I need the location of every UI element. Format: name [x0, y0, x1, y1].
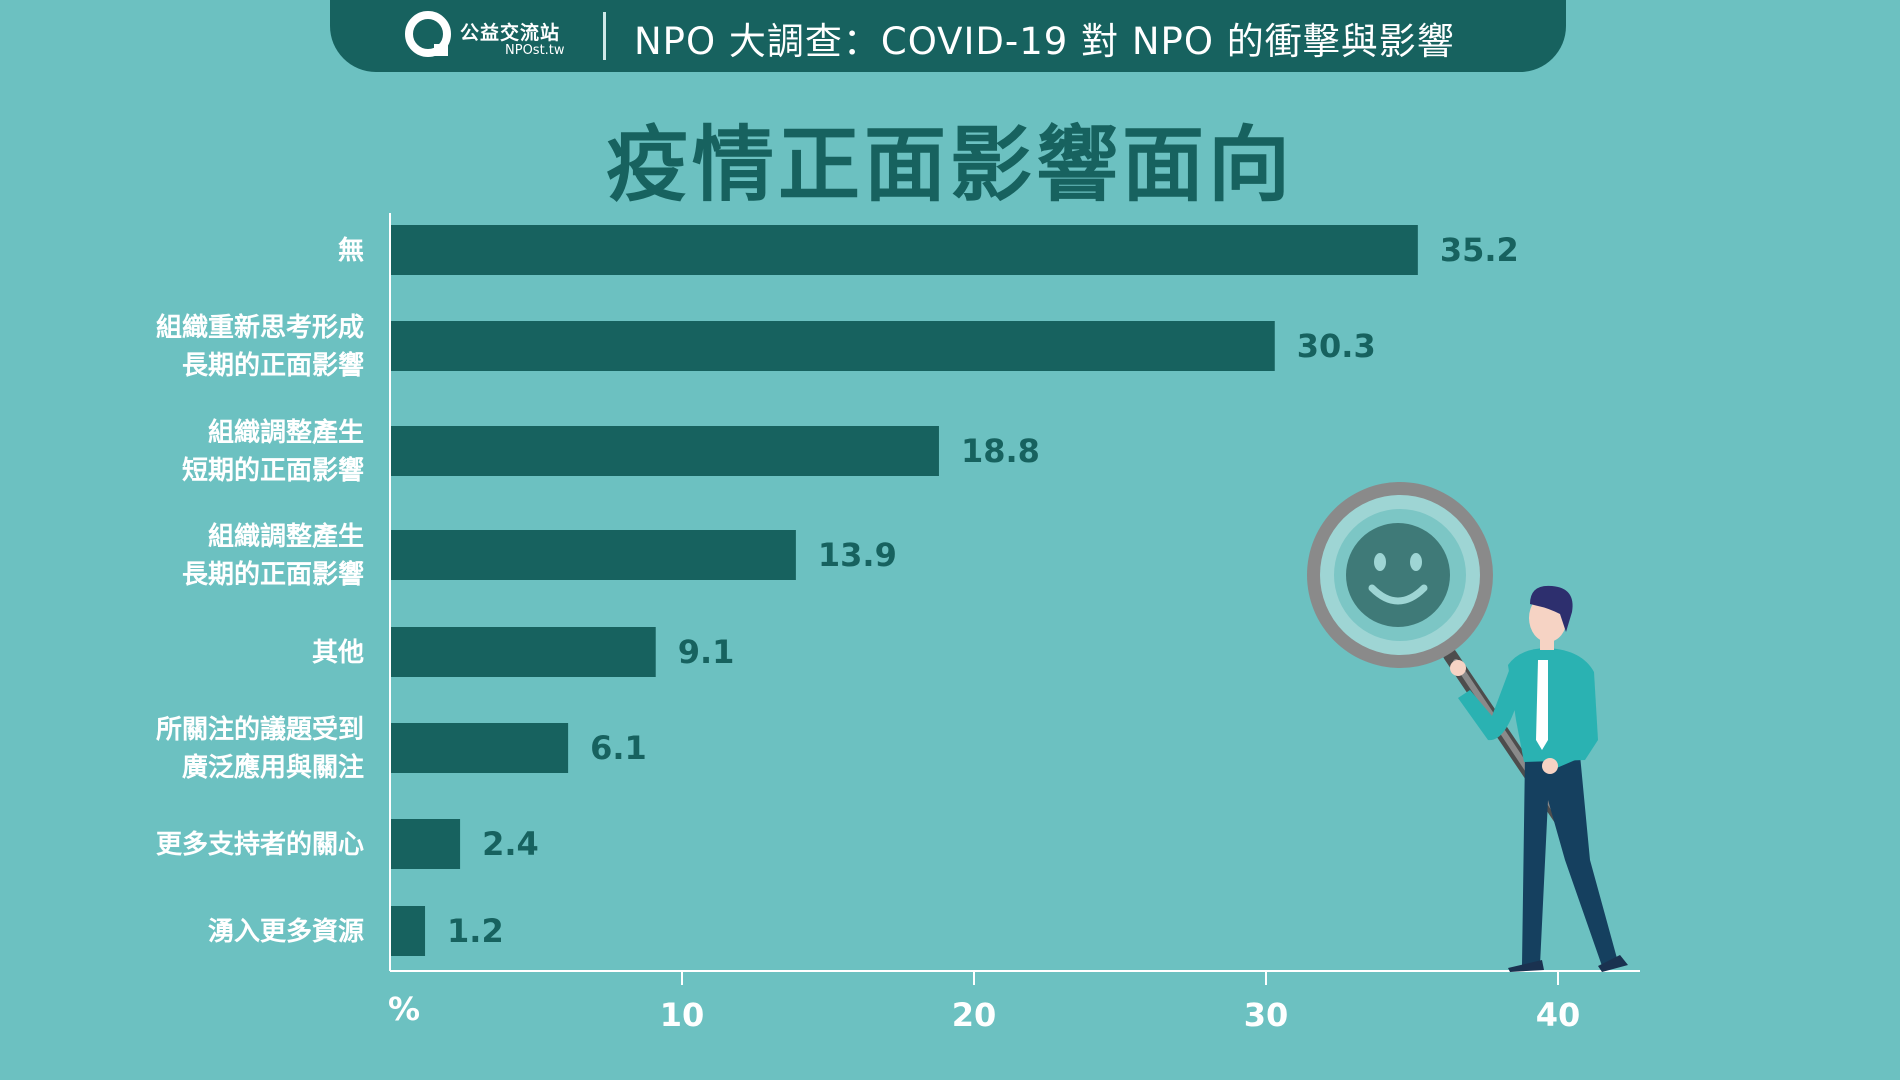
category-label-3-1: 長期的正面影響 — [182, 559, 364, 590]
category-label-0-0: 無 — [338, 236, 364, 266]
value-label-5: 6.1 — [590, 729, 647, 767]
category-label-3-0: 組織調整產生 — [208, 521, 364, 552]
category-label-1-0: 組織重新思考形成 — [156, 312, 364, 343]
category-labels: 無組織重新思考形成長期的正面影響組織調整產生短期的正面影響組織調整產生長期的正面… — [156, 236, 364, 947]
logo-url: NPOst.tw — [505, 43, 565, 58]
bar-5 — [390, 723, 569, 773]
bar-1 — [390, 321, 1275, 371]
man-with-magnifying-glass-illustration — [1307, 482, 1628, 972]
value-label-7: 1.2 — [447, 912, 504, 950]
logo-name: 公益交流站 — [460, 22, 561, 44]
value-label-6: 2.4 — [482, 825, 539, 863]
value-labels: 35.2 30.3 18.8 13.9 9.1 6.1 2.4 1.2 — [447, 231, 1519, 950]
header-bar — [330, 0, 1566, 72]
category-label-5-0: 所關注的議題受到 — [156, 714, 364, 745]
x-tick-label-0: 10 — [660, 996, 705, 1034]
bar-6 — [390, 819, 461, 869]
x-axis-unit-label: % — [388, 990, 420, 1028]
chart-title: 疫情正面影響面向 — [605, 118, 1294, 213]
category-label-4-0: 其他 — [312, 638, 364, 668]
category-label-1-1: 長期的正面影響 — [182, 350, 364, 381]
bar-2 — [390, 426, 939, 476]
category-label-5-1: 廣泛應用與關注 — [182, 752, 364, 783]
npost-logo-icon — [405, 11, 451, 57]
value-label-4: 9.1 — [678, 633, 735, 671]
x-tick-label-3: 40 — [1536, 996, 1581, 1034]
smiley-face-icon — [1346, 523, 1450, 627]
category-label-2-0: 組織調整產生 — [208, 417, 364, 448]
x-tick-label-2: 30 — [1244, 996, 1289, 1034]
bar-4 — [390, 627, 656, 677]
value-label-1: 30.3 — [1297, 327, 1376, 365]
header-divider — [603, 12, 606, 60]
bars-group — [390, 225, 1418, 956]
value-label-3: 13.9 — [818, 536, 897, 574]
bar-7 — [390, 906, 426, 956]
value-label-0: 35.2 — [1440, 231, 1519, 269]
value-label-2: 18.8 — [961, 432, 1040, 470]
bar-0 — [390, 225, 1418, 275]
category-label-7-0: 湧入更多資源 — [208, 917, 364, 947]
category-label-2-1: 短期的正面影響 — [182, 455, 364, 486]
x-tick-label-1: 20 — [952, 996, 997, 1034]
category-label-6-0: 更多支持者的關心 — [156, 829, 364, 860]
bar-3 — [390, 530, 796, 580]
x-axis: 10 20 30 40% — [388, 213, 1640, 1034]
header-title: NPO 大調查：COVID-19 對 NPO 的衝擊與影響 — [634, 20, 1455, 63]
